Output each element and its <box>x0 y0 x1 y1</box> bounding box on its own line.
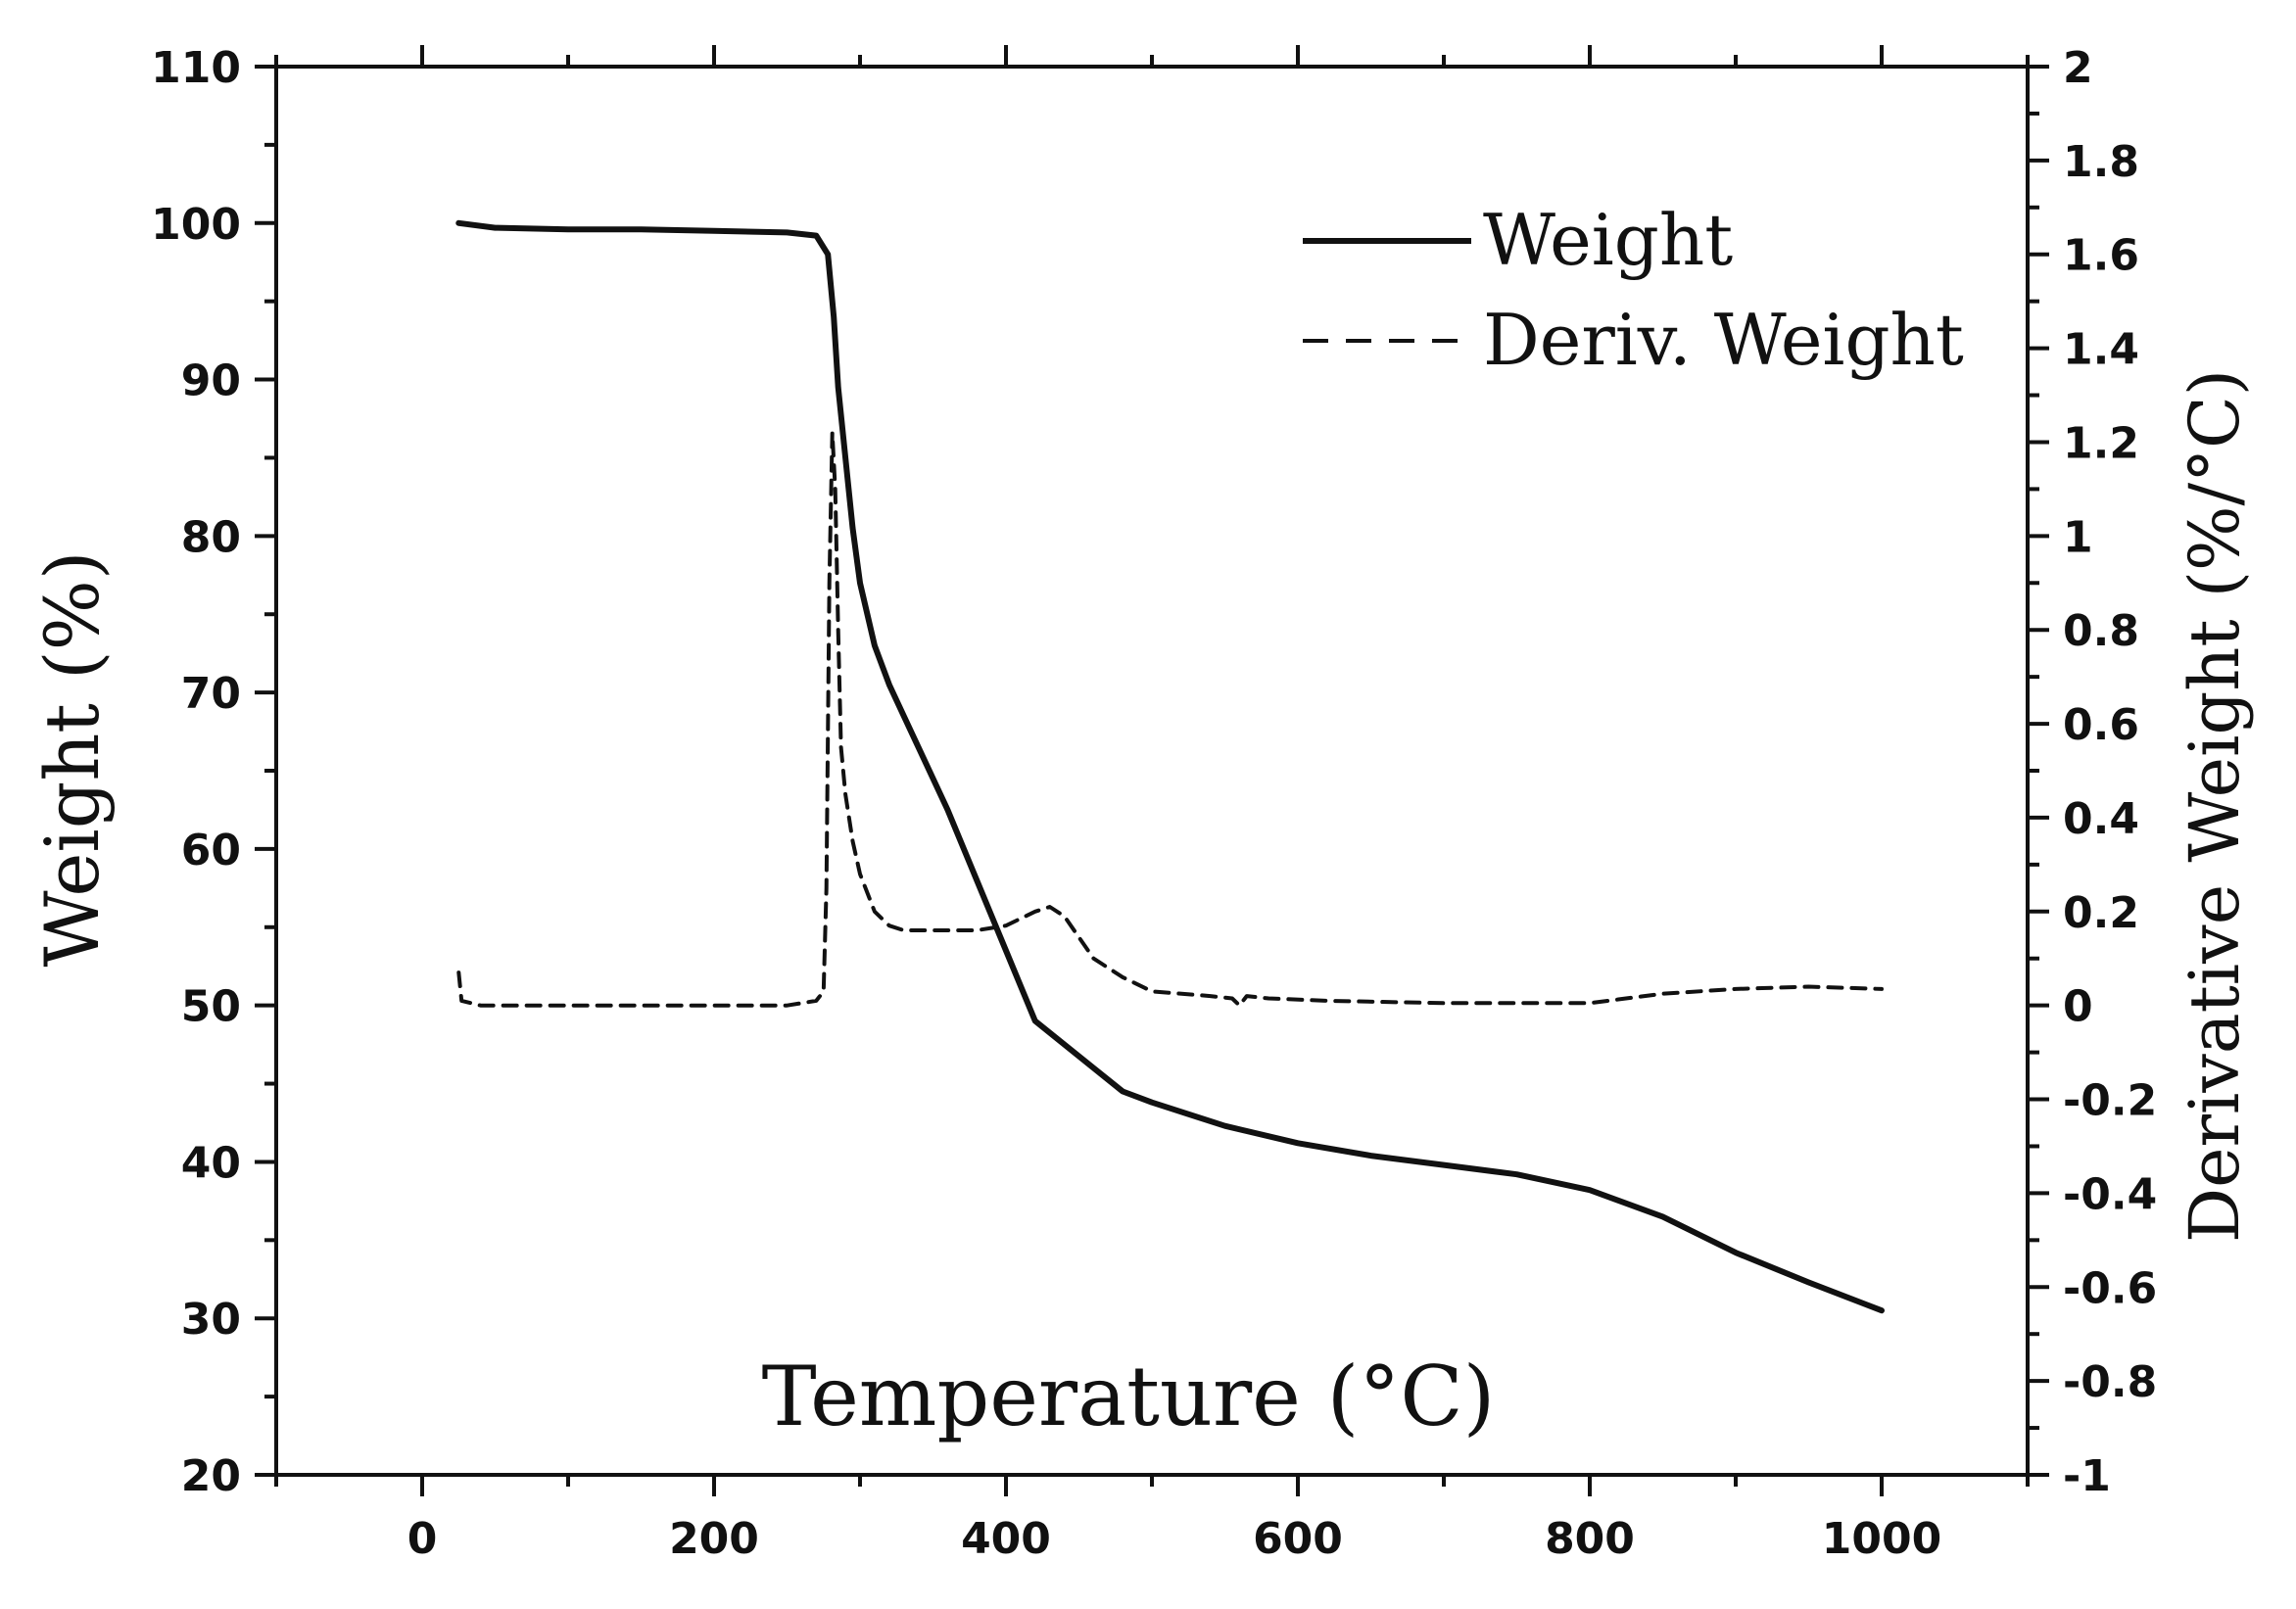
legend-label: Deriv. Weight <box>1483 299 1964 381</box>
y-tick-label: 110 <box>151 43 241 93</box>
y2-tick-label: -0.4 <box>2063 1169 2157 1219</box>
axes: 0 200 400 600 800 10002030405060708090100110-… <box>151 43 2157 1564</box>
y2-tick-label: 0.2 <box>2063 888 2139 938</box>
y2-tick-label: 0.6 <box>2063 700 2139 750</box>
axis-labels: Temperature (°C) Weight (%) Derivative W… <box>28 369 2255 1444</box>
legend-label: Weight <box>1483 199 1733 281</box>
y-tick-label: 20 <box>181 1451 241 1501</box>
y-tick-label: 70 <box>181 669 241 719</box>
y2-tick-label: 0.8 <box>2063 606 2139 656</box>
y2-tick-label: 0 <box>2063 982 2093 1032</box>
x-tick-label: 800 <box>1545 1514 1635 1564</box>
y2-tick-label: 1 <box>2063 512 2093 562</box>
plot-series <box>455 219 1885 1314</box>
y2-tick-label: -0.8 <box>2063 1357 2157 1407</box>
y2-tick-label: 0.4 <box>2063 794 2139 844</box>
x-tick-label: 1000 <box>1822 1514 1941 1564</box>
y-tick-label: 50 <box>181 982 241 1032</box>
y-tick-label: 40 <box>181 1138 241 1188</box>
y-tick-label: 100 <box>151 200 241 250</box>
y2-tick-label: 1.2 <box>2063 418 2139 468</box>
y2-tick-label: -0.6 <box>2063 1263 2157 1313</box>
y-tick-label: 60 <box>181 826 241 875</box>
y-tick-label: 30 <box>181 1295 241 1345</box>
y2-tick-label: -0.2 <box>2063 1076 2157 1126</box>
legend: Weight Deriv. Weight <box>1303 199 1964 381</box>
x-tick-label: 0 <box>407 1514 438 1564</box>
y2-tick-label: 1.6 <box>2063 231 2139 281</box>
y-tick-label: 80 <box>181 512 241 562</box>
y2-tick-label: 1.8 <box>2063 137 2139 187</box>
x-axis-label: Temperature (°C) <box>762 1349 1496 1444</box>
y-tick-label: 90 <box>181 356 241 406</box>
y2-axis-label: Derivative Weight (%/°C) <box>2175 369 2255 1243</box>
deriv-weight-line <box>456 430 1884 1008</box>
y-axis-label: Weight (%) <box>28 550 116 967</box>
weight-line <box>455 219 1885 1314</box>
y2-tick-label: 2 <box>2063 43 2093 93</box>
y2-tick-label: 1.4 <box>2063 325 2139 375</box>
x-tick-label: 600 <box>1253 1514 1343 1564</box>
x-tick-label: 200 <box>669 1514 759 1564</box>
y2-tick-label: -1 <box>2063 1451 2111 1501</box>
x-tick-label: 400 <box>961 1514 1051 1564</box>
